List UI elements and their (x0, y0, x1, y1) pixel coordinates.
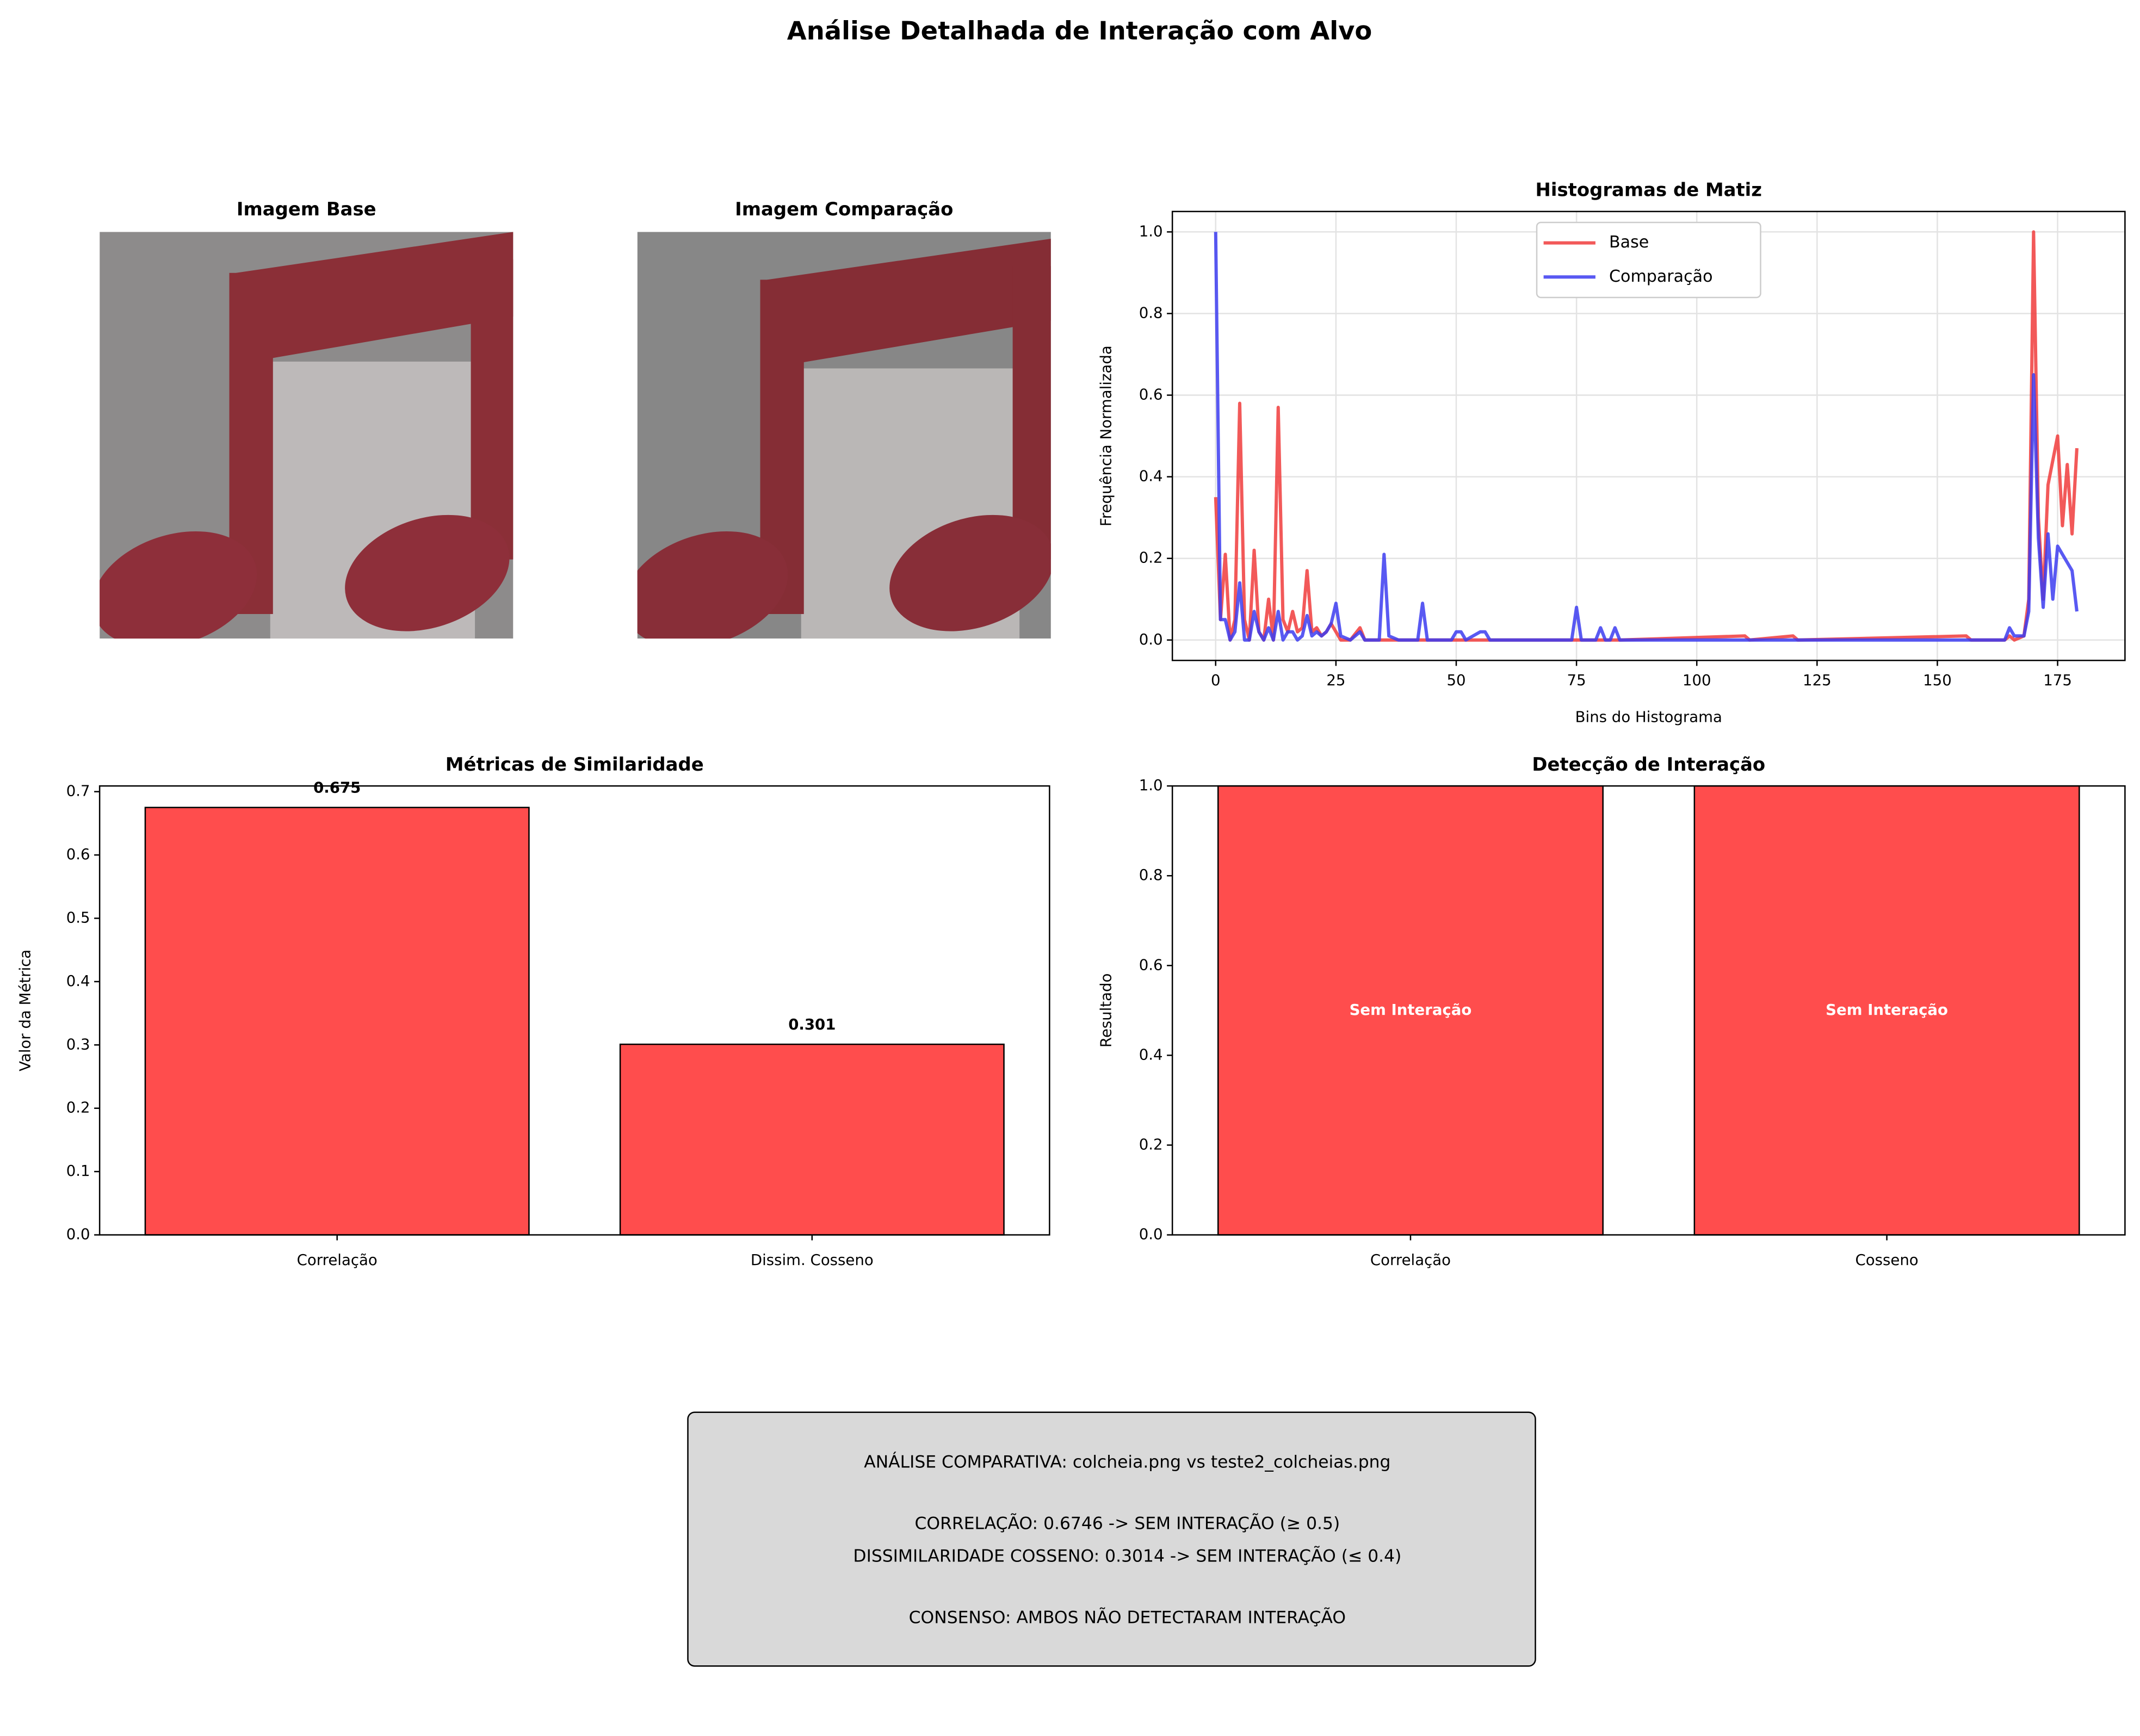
x-tick-label: 100 (1683, 671, 1711, 689)
y-tick-label: 0.6 (1139, 956, 1163, 974)
value-label: 0.301 (788, 1015, 836, 1033)
y-tick-label: 0.4 (66, 972, 90, 990)
bar-annotation: Sem Interação (1826, 1001, 1948, 1019)
bar (1693, 785, 2080, 1236)
x-axis-label: Bins do Histograma (1575, 708, 1722, 726)
x-tick-label: 25 (1326, 671, 1345, 689)
summary-line: CORRELAÇÃO: 0.6746 -> SEM INTERAÇÃO (≥ 0… (915, 1512, 1340, 1533)
chart-title: Detecção de Interação (1532, 754, 1765, 775)
value-label: 0.675 (313, 779, 361, 797)
legend-label: Base (1609, 233, 1649, 252)
y-tick-label: 0.0 (66, 1225, 90, 1243)
y-axis-label: Frequência Normalizada (1097, 345, 1115, 526)
y-tick-label: 0.3 (66, 1035, 90, 1053)
image-title: Imagem Comparação (735, 199, 953, 220)
y-tick-label: 0.2 (1139, 549, 1163, 567)
x-tick-label: 0 (1211, 671, 1221, 689)
y-tick-label: 1.0 (1139, 776, 1163, 794)
bar-annotation: Sem Interação (1350, 1001, 1472, 1019)
axes-frame (1171, 785, 2126, 1236)
summary-line: ANÁLISE COMPARATIVA: colcheia.png vs tes… (864, 1452, 1390, 1472)
chart-title: Histogramas de Matiz (1536, 179, 1762, 201)
y-tick-label: 0.6 (1139, 386, 1163, 404)
y-axis-label: Resultado (1097, 974, 1115, 1048)
y-tick-label: 0.4 (1139, 1045, 1163, 1063)
y-tick-label: 0.4 (1139, 467, 1163, 485)
bar (1217, 785, 1604, 1236)
series-line (1214, 232, 2079, 642)
legend-label: Comparação (1609, 267, 1713, 286)
axes-frame (98, 785, 1050, 1236)
y-tick-label: 1.0 (1139, 222, 1163, 240)
x-tick-label: 150 (1923, 671, 1952, 689)
image-comparison (637, 232, 1051, 639)
y-tick-label: 0.6 (66, 845, 90, 863)
y-axis-label: Valor da Métrica (16, 950, 34, 1071)
bar (144, 807, 530, 1236)
x-tick-label: Correlação (1370, 1251, 1451, 1269)
image-base (100, 232, 514, 639)
y-tick-label: 0.2 (1139, 1135, 1163, 1153)
y-tick-label: 0.0 (1139, 1225, 1163, 1243)
bar (619, 1043, 1005, 1236)
y-tick-label: 0.8 (1139, 866, 1163, 884)
axes-frame (1171, 210, 2126, 661)
x-tick-label: Cosseno (1855, 1251, 1918, 1269)
y-tick-label: 0.2 (66, 1099, 90, 1117)
x-tick-label: Correlação (297, 1251, 378, 1269)
x-tick-label: Dissim. Cosseno (751, 1251, 874, 1269)
chart-title: Métricas de Similaridade (446, 754, 704, 775)
y-tick-label: 0.1 (66, 1162, 90, 1180)
summary-line: DISSIMILARIDADE COSSENO: 0.3014 -> SEM I… (853, 1546, 1401, 1566)
y-tick-label: 0.0 (1139, 630, 1163, 648)
legend-box (1536, 221, 1761, 299)
x-tick-label: 75 (1567, 671, 1586, 689)
x-tick-label: 50 (1446, 671, 1465, 689)
x-tick-label: 125 (1803, 671, 1832, 689)
y-tick-label: 0.5 (66, 908, 90, 926)
y-tick-label: 0.8 (1139, 303, 1163, 321)
y-tick-label: 0.7 (66, 782, 90, 800)
summary-box (687, 1411, 1536, 1667)
summary-line: CONSENSO: AMBOS NÃO DETECTARAM INTERAÇÃO (909, 1607, 1346, 1628)
image-title: Imagem Base (237, 199, 376, 220)
page-title: Análise Detalhada de Interação com Alvo (787, 16, 1372, 46)
x-tick-label: 175 (2043, 671, 2072, 689)
